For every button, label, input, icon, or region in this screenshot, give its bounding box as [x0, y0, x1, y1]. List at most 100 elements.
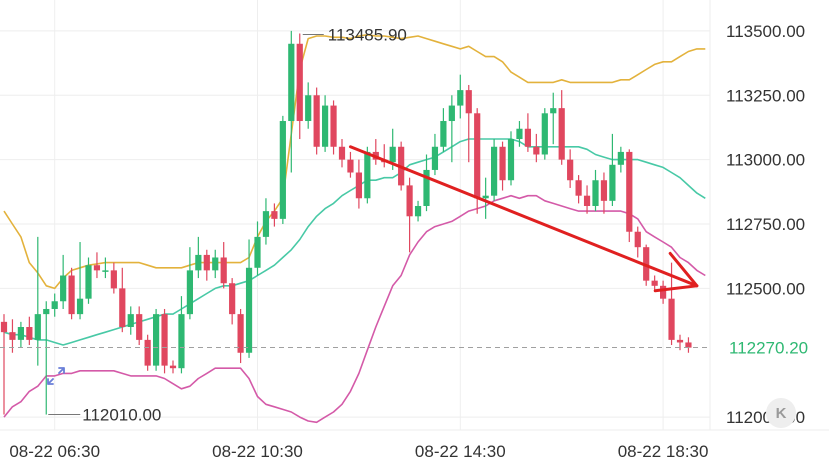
candle-up: [153, 308, 160, 371]
candle-down: [524, 113, 531, 152]
x-tick-label: 08-22 10:30: [212, 442, 303, 461]
candle-down: [119, 267, 126, 333]
candle-up: [102, 257, 109, 279]
upper-band-line: [3, 33, 706, 290]
candle-body: [541, 113, 548, 155]
candle-body: [524, 128, 531, 147]
candle-down: [558, 90, 565, 165]
candle-down: [220, 242, 227, 289]
candle-body: [516, 128, 523, 140]
candle-body: [305, 95, 312, 122]
candle-body: [229, 283, 236, 315]
overlays: [0, 34, 710, 416]
candle-body: [153, 314, 160, 366]
candle-down: [338, 139, 346, 168]
candle-up: [85, 257, 92, 304]
candle-body: [178, 314, 185, 369]
candle-up: [491, 139, 498, 201]
candle-body: [660, 285, 667, 299]
candle-body: [634, 231, 641, 248]
candle-body: [322, 105, 329, 147]
y-tick-label: 113500.00: [726, 22, 805, 41]
candle-down: [237, 308, 244, 364]
y-tick-label: 113250.00: [726, 86, 805, 105]
candle-body: [17, 327, 24, 340]
candle-body: [575, 180, 582, 196]
candle-up: [245, 239, 253, 358]
candle-body: [668, 298, 675, 340]
candle-body: [102, 270, 109, 272]
candle-down: [600, 172, 608, 214]
candle-up: [279, 115, 286, 225]
candle-body: [499, 146, 506, 181]
candle-body: [423, 169, 430, 206]
candle-down: [651, 275, 658, 291]
candle-body: [51, 301, 58, 309]
candle-down: [347, 151, 354, 178]
candle-up: [440, 108, 447, 152]
candle-up: [127, 306, 134, 335]
candle-up: [17, 321, 24, 348]
grid-layer: [0, 0, 829, 431]
logo-letter: K: [775, 404, 787, 422]
candle-body: [279, 121, 286, 219]
candle-body: [288, 43, 295, 122]
candle-up: [262, 198, 270, 245]
candle-down: [271, 203, 278, 227]
expand-icon-path: [47, 367, 65, 385]
candle-body: [296, 43, 303, 122]
candle-body: [533, 146, 540, 155]
candle-up: [592, 169, 599, 212]
candle-up: [541, 108, 548, 160]
x-tick-label: 08-22 06:30: [9, 442, 100, 461]
candle-body: [406, 185, 413, 217]
low-price-annotation: 112010.00: [82, 406, 161, 425]
candle-body: [43, 308, 50, 315]
candle-body: [26, 327, 33, 340]
candle-up: [609, 133, 616, 206]
candle-body: [583, 195, 591, 206]
candle-down: [583, 185, 591, 214]
candle-body: [93, 265, 101, 271]
candle-body: [558, 108, 565, 160]
candle-down: [685, 337, 692, 353]
candle-body: [136, 314, 143, 340]
candle-down: [567, 149, 574, 188]
candle-body: [676, 339, 684, 343]
candle-body: [448, 105, 455, 122]
candle-up: [305, 82, 312, 129]
candle-body: [457, 90, 464, 106]
candle-body: [195, 254, 202, 271]
candle-body: [651, 280, 658, 286]
candle-body: [482, 195, 489, 199]
candle-up: [550, 92, 557, 145]
candle-body: [465, 90, 472, 114]
candle-down: [676, 334, 684, 351]
candle-body: [600, 180, 608, 201]
candle-up: [212, 249, 219, 279]
candle-down: [660, 280, 667, 304]
candle-down: [26, 316, 33, 346]
candle-down: [296, 33, 303, 140]
candle-body: [212, 257, 219, 271]
candle-body: [609, 164, 616, 201]
candle-down: [626, 149, 633, 243]
middle-band-line: [3, 138, 706, 346]
axis-labels: 113500.00 113250.00 113000.00 112750.00 1125…: [9, 22, 808, 461]
candle-body: [355, 172, 362, 199]
candle-down: [575, 175, 582, 204]
candle-up: [448, 95, 455, 163]
candle-down: [0, 314, 8, 415]
candle-body: [626, 151, 633, 232]
candle-body: [68, 275, 75, 315]
candle-body: [110, 270, 117, 289]
candle-body: [567, 159, 574, 181]
candle-down: [144, 334, 151, 371]
candle-down: [136, 306, 143, 346]
candle-body: [507, 139, 515, 181]
candle-up: [423, 154, 430, 212]
candle-body: [169, 365, 177, 369]
k-logo-icon[interactable]: K: [766, 398, 796, 428]
